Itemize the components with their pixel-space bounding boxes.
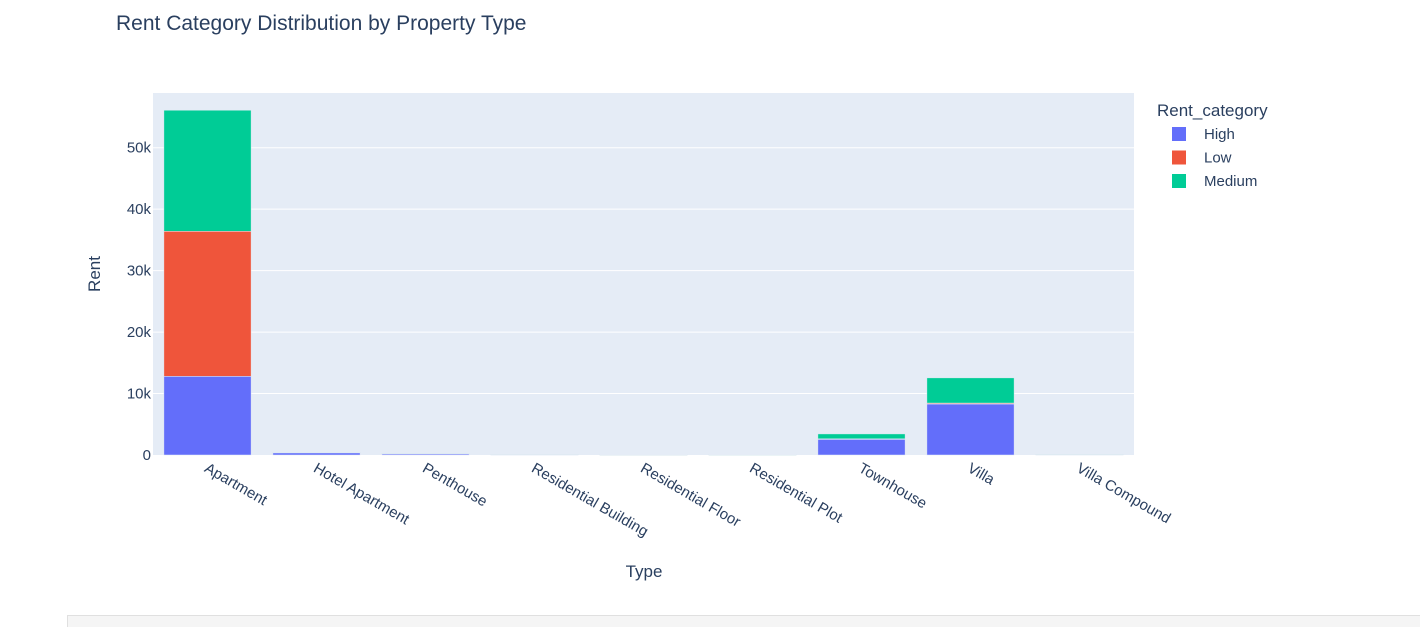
y-tick-label: 20k — [127, 324, 152, 341]
bar-medium — [926, 377, 1015, 404]
bar-medium — [163, 109, 252, 232]
x-axis-label: Type — [626, 562, 663, 581]
y-tick-label: 30k — [127, 263, 152, 280]
x-tick-label: Hotel Apartment — [311, 460, 413, 529]
bar-medium — [381, 453, 470, 455]
bar-medium — [817, 433, 906, 440]
x-tick-label: Residential Plot — [747, 460, 846, 527]
legend-swatch-low — [1172, 150, 1186, 165]
bar-medium — [272, 452, 361, 454]
x-tick-label: Residential Floor — [638, 460, 744, 531]
bar-medium — [708, 454, 797, 456]
bar-medium — [490, 454, 579, 456]
y-tick-label: 0 — [143, 447, 151, 464]
legend-item-label: Low — [1204, 150, 1232, 167]
legend-item-label: High — [1204, 126, 1235, 143]
bars — [163, 109, 1124, 456]
y-tick-label: 10k — [127, 386, 152, 403]
bar-medium — [1035, 454, 1124, 456]
y-tick-label: 40k — [127, 201, 152, 218]
x-tick-label: Villa — [965, 460, 998, 489]
bar-medium — [599, 454, 688, 456]
x-tick-label: Villa Compound — [1074, 460, 1174, 528]
y-axis-label: Rent — [85, 256, 104, 292]
x-tick-label: Residential Building — [529, 460, 652, 541]
bar-high — [163, 376, 252, 456]
legend: Rent_category High Low Medium — [1157, 101, 1268, 190]
x-tick-label: Townhouse — [856, 460, 930, 513]
x-tick-label: Penthouse — [420, 460, 491, 511]
legend-title: Rent_category — [1157, 101, 1268, 120]
y-axis-ticks: 0 10k 20k 30k 40k 50k — [127, 140, 152, 464]
legend-swatch-high — [1172, 127, 1186, 141]
chart-title: Rent Category Distribution by Property T… — [116, 12, 526, 35]
x-axis-ticks: Apartment Hotel Apartment Penthouse Residen… — [202, 460, 1174, 541]
bar-high — [817, 439, 906, 456]
y-tick-label: 50k — [127, 140, 152, 157]
bar-high — [926, 403, 1015, 456]
x-tick-label: Apartment — [202, 460, 271, 510]
bottom-panel — [67, 615, 1420, 627]
legend-item-label: Medium — [1204, 173, 1257, 190]
legend-swatch-medium — [1172, 174, 1186, 188]
bar-low — [163, 231, 252, 377]
